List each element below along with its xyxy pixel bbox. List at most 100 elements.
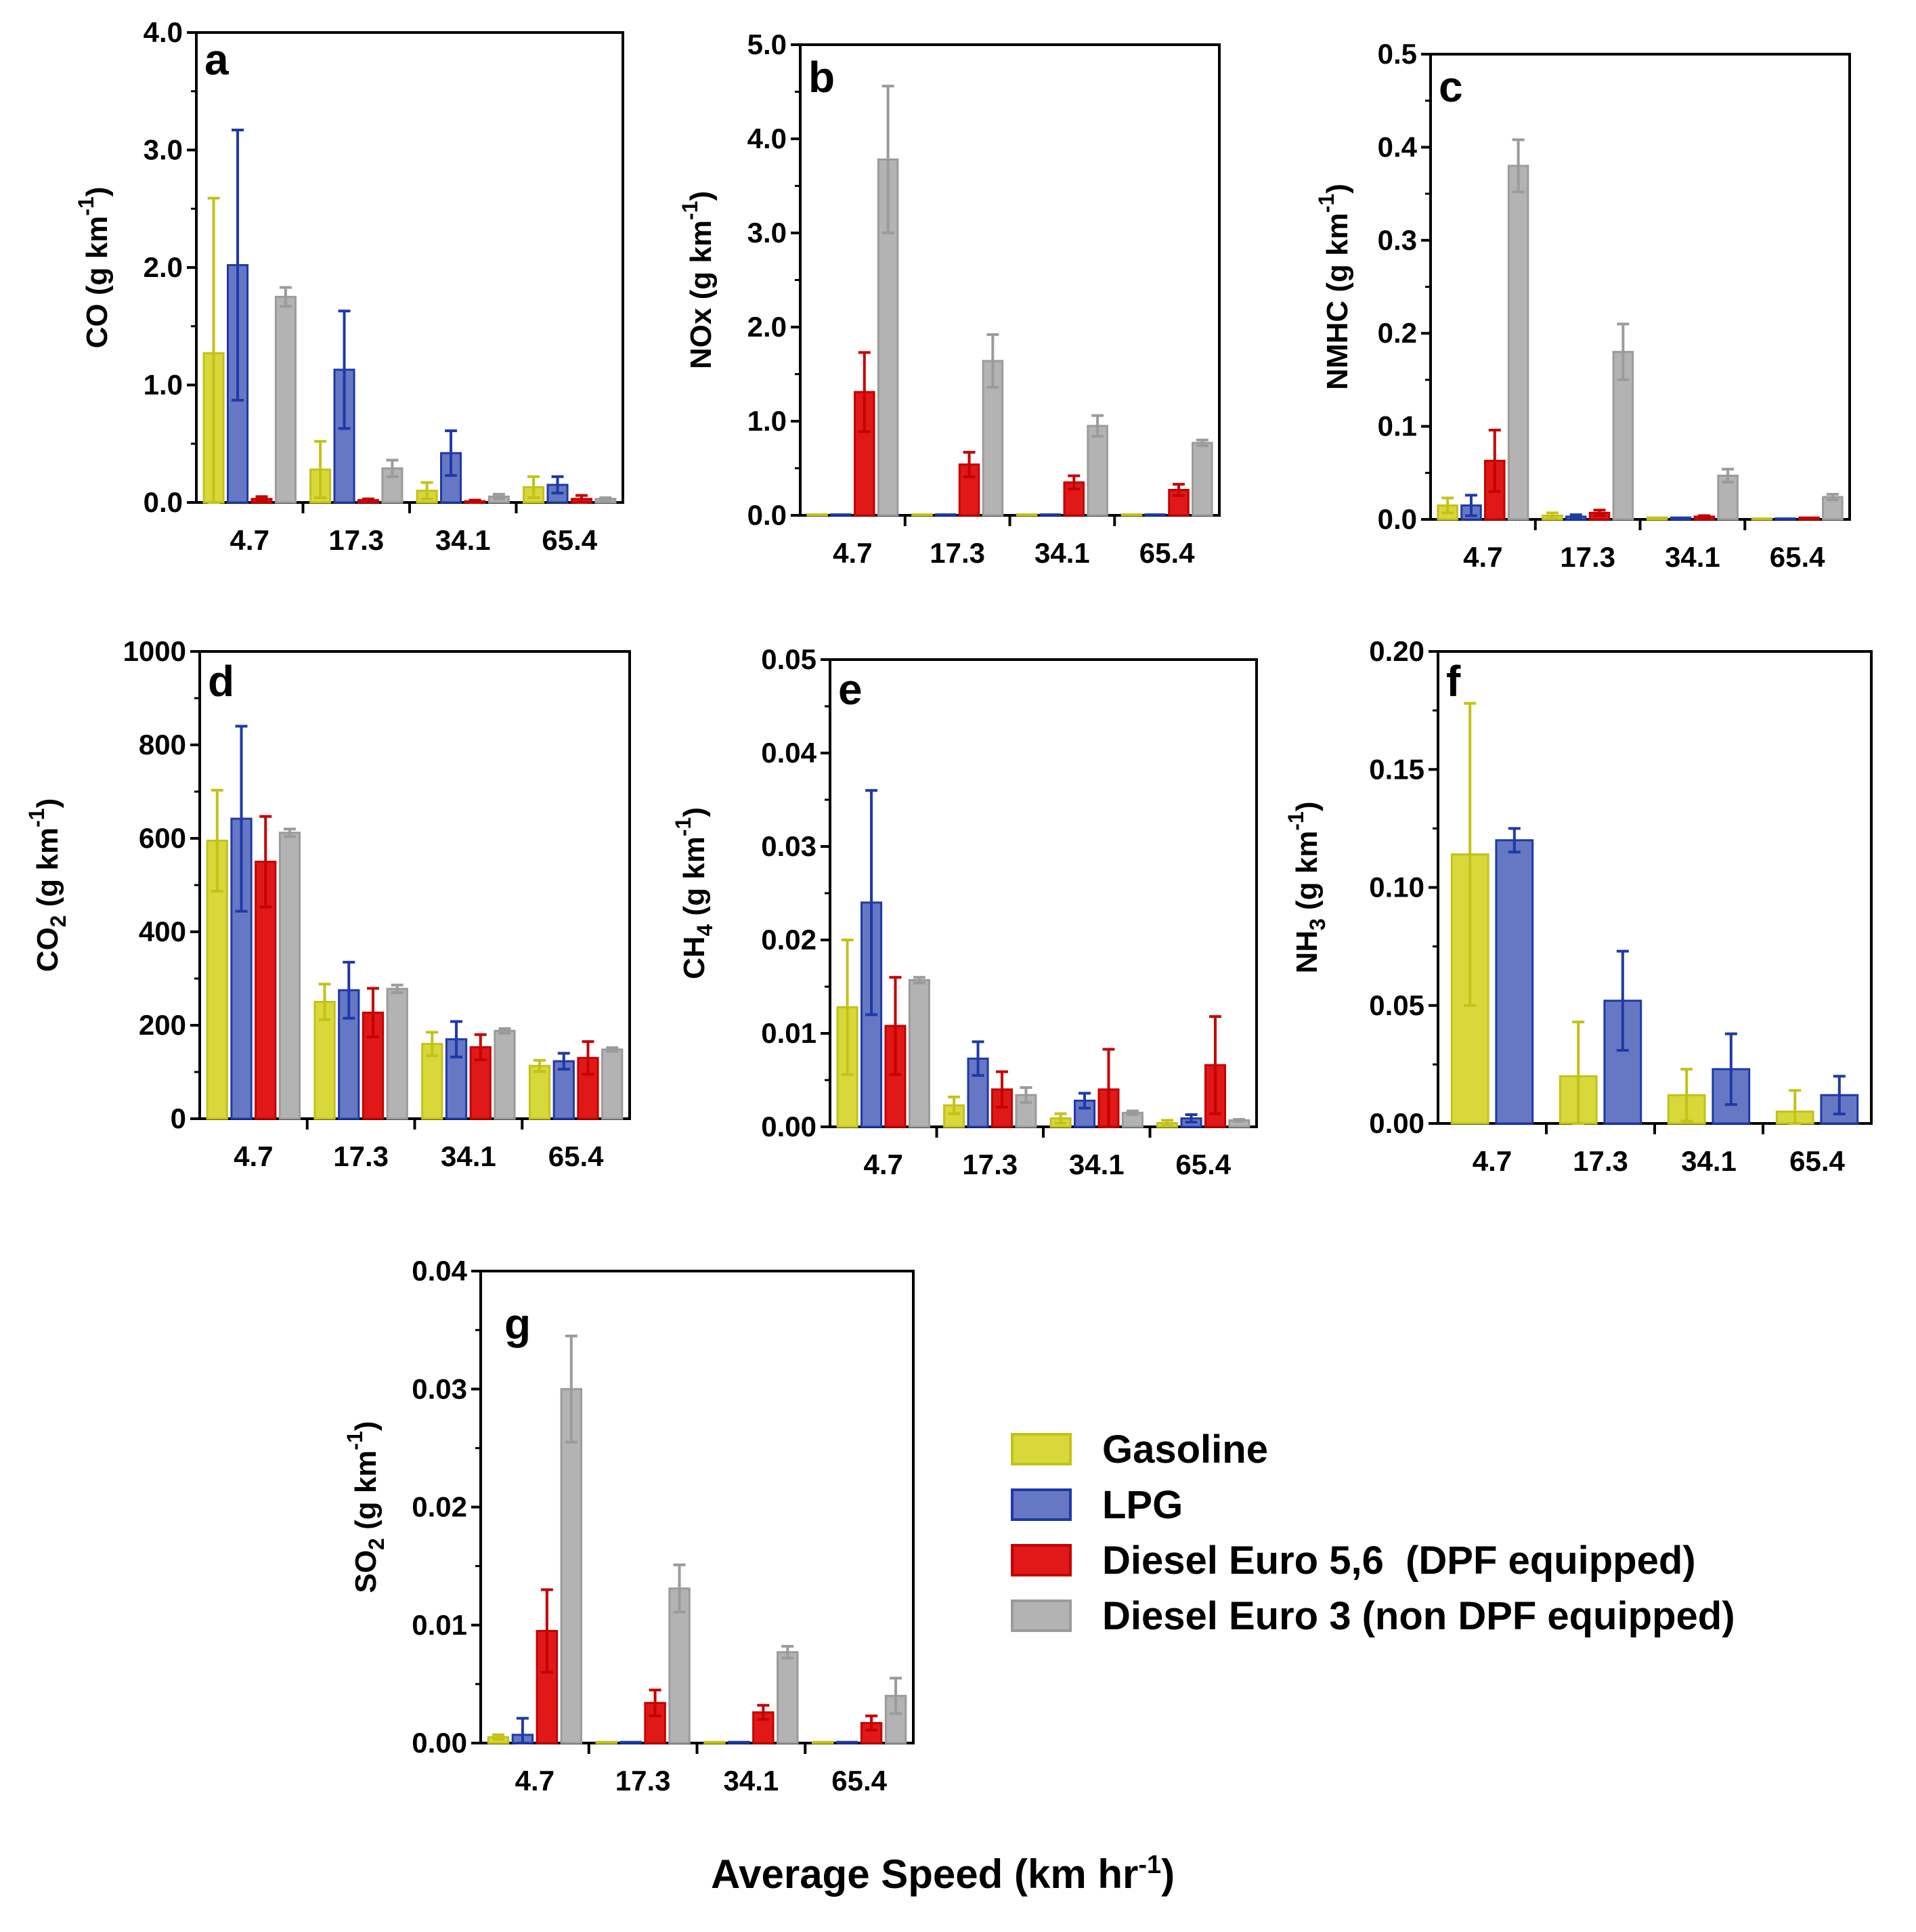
y-title-main: CO	[81, 303, 114, 348]
y-title-unit: (g km	[678, 836, 711, 924]
y-tick-label: 3.0	[747, 217, 787, 249]
y-tick-label: 4.0	[747, 123, 787, 154]
bar-lpg-65_4	[835, 1740, 858, 1744]
x-tick-label: 34.1	[1665, 541, 1720, 573]
y-tick-label: 0.05	[761, 643, 817, 675]
y-tick-label: 0.20	[1369, 635, 1424, 667]
x-axis-title: Average Speed (km hr-1)	[711, 1851, 1175, 1897]
bar-diesel-euro-3-non-dpf-equipped-4_7	[274, 295, 297, 504]
x-tick-label: 65.4	[1139, 537, 1195, 569]
y-tick-label: 5.0	[747, 28, 787, 60]
x-tick-label: 4.7	[1473, 1145, 1512, 1177]
bar-diesel-euro-3-non-dpf-equipped-34_1	[1087, 425, 1108, 517]
y-title-sub: 2	[46, 915, 70, 927]
y-title-close: )	[684, 191, 718, 201]
y-tick-label: 600	[139, 822, 186, 854]
legend: Gasoline LPG Diesel Euro 5,6 (DPF equipp…	[1011, 1427, 1735, 1638]
y-tick-label: 3.0	[144, 134, 183, 166]
panel-g: 0.00 0.01 0.02 0.03 0.04 4.7 17.3 34.1 65.4 g SO2 …	[343, 1255, 915, 1797]
y-title-main: NMHC	[1321, 301, 1354, 390]
legend-label-lpg: LPG	[1102, 1483, 1183, 1527]
y-tick-label: 0.04	[761, 737, 817, 769]
y-tick-label: 2.0	[747, 311, 787, 343]
y-tick-label: 0.1	[1378, 410, 1417, 442]
y-title-unit: (g km	[1290, 831, 1324, 919]
x-tick-label: 17.3	[962, 1149, 1018, 1180]
y-title-sup: -1	[1314, 194, 1338, 213]
y-tick-label: 0.0	[1378, 503, 1417, 535]
x-tick-label: 65.4	[542, 524, 597, 556]
y-tick-label: 0.4	[1378, 131, 1418, 163]
y-axis-title-f: NH3 (g km-1)	[1284, 801, 1330, 973]
panel-letter-e: e	[838, 665, 863, 714]
y-tick-label: 1.0	[747, 405, 787, 437]
bar-diesel-euro-3-non-dpf-equipped-4_7	[278, 832, 301, 1120]
bar-diesel-euro-3-non-dpf-equipped-4_7	[1507, 165, 1529, 521]
y-tick-label: 0.02	[761, 924, 817, 956]
legend-swatch-gasoline	[1011, 1433, 1072, 1465]
legend-label-diesel-euro-5-6: Diesel Euro 5,6 (DPF equipped)	[1102, 1539, 1696, 1583]
y-title-sup: -1	[671, 817, 695, 836]
x-tick-label: 65.4	[1770, 541, 1825, 573]
y-title-sup: -1	[74, 196, 98, 215]
bar-diesel-euro-3-non-dpf-equipped-65_4	[1822, 496, 1844, 521]
y-title-main: CH	[678, 936, 711, 979]
y-title-close: )	[678, 807, 711, 817]
y-title-close: )	[1321, 184, 1354, 194]
y-title-unit: (g km	[349, 1451, 383, 1539]
y-tick-label: 0.00	[412, 1727, 467, 1759]
y-title-unit: (g km	[1321, 213, 1354, 301]
y-title-sup: -1	[343, 1431, 367, 1450]
x-tick-label: 65.4	[831, 1765, 887, 1797]
y-axis-title-c: NMHC (g km-1)	[1314, 184, 1354, 390]
y-tick-label: 0.01	[761, 1017, 817, 1049]
x-tick-label: 34.1	[1069, 1149, 1125, 1180]
x-tick-label: 4.7	[864, 1149, 903, 1180]
x-tick-label: 34.1	[1035, 537, 1090, 569]
legend-swatch-diesel-euro-3	[1011, 1600, 1072, 1632]
y-axis-title-a: CO (g km-1)	[74, 187, 114, 349]
x-axis-title-main: Average Speed (km hr	[711, 1851, 1138, 1897]
y-title-sup: -1	[678, 201, 702, 220]
plot-frame-a	[195, 31, 624, 504]
y-title-sup: -1	[24, 808, 49, 827]
bar-gasoline-65_4	[811, 1740, 834, 1744]
y-axis-title-e: CH4 (g km-1)	[671, 807, 717, 979]
panel-letter-c: c	[1439, 62, 1463, 111]
bar-diesel-euro-3-non-dpf-equipped-17_3	[386, 987, 408, 1120]
x-tick-label: 4.7	[234, 1140, 273, 1172]
x-tick-label: 4.7	[1463, 541, 1502, 573]
y-tick-label: 0.05	[1369, 989, 1424, 1021]
y-title-main: SO	[349, 1550, 383, 1593]
y-title-close: )	[31, 798, 64, 809]
panel-letter-g: g	[504, 1300, 531, 1348]
legend-swatch-diesel-euro-5-6	[1011, 1544, 1072, 1576]
y-tick-label: 0	[171, 1102, 186, 1134]
panel-d: 0 200 400 600 800 1000 4.7 17.3 34.1 65.4 d CO2 (g …	[24, 635, 631, 1172]
y-axis-title-b: NOx (g km-1)	[678, 191, 718, 369]
y-tick-label: 0.03	[761, 830, 817, 862]
x-tick-label: 17.3	[328, 524, 384, 556]
y-tick-label: 0.2	[1378, 317, 1417, 349]
x-tick-label: 17.3	[333, 1140, 389, 1172]
y-title-sub: 2	[364, 1538, 389, 1550]
y-title-unit: (g km	[81, 216, 114, 304]
x-axis-title-sup: -1	[1138, 1851, 1161, 1879]
y-title-unit: (g km	[31, 828, 64, 916]
bar-gasoline-65_4	[528, 1065, 551, 1120]
y-tick-label: 0.15	[1369, 753, 1424, 785]
y-axis-title-g: SO2 (g km-1)	[343, 1421, 389, 1593]
bar-lpg-4_7	[1495, 839, 1534, 1125]
legend-swatch-lpg	[1011, 1488, 1072, 1521]
bar-lpg-17_3	[619, 1740, 642, 1744]
y-tick-label: 1.0	[144, 369, 183, 401]
x-tick-label: 34.1	[441, 1140, 496, 1172]
x-tick-label: 17.3	[1560, 541, 1615, 573]
y-title-main: NOx	[684, 307, 718, 369]
panel-letter-f: f	[1446, 657, 1461, 706]
bar-lpg-65_4	[552, 1060, 575, 1120]
panel-letter-d: d	[208, 657, 234, 706]
y-title-close: )	[81, 187, 114, 197]
panel-e: 0.00 0.01 0.02 0.03 0.04 0.05 4.7 17.3 34.1 65.4 e…	[671, 643, 1258, 1180]
